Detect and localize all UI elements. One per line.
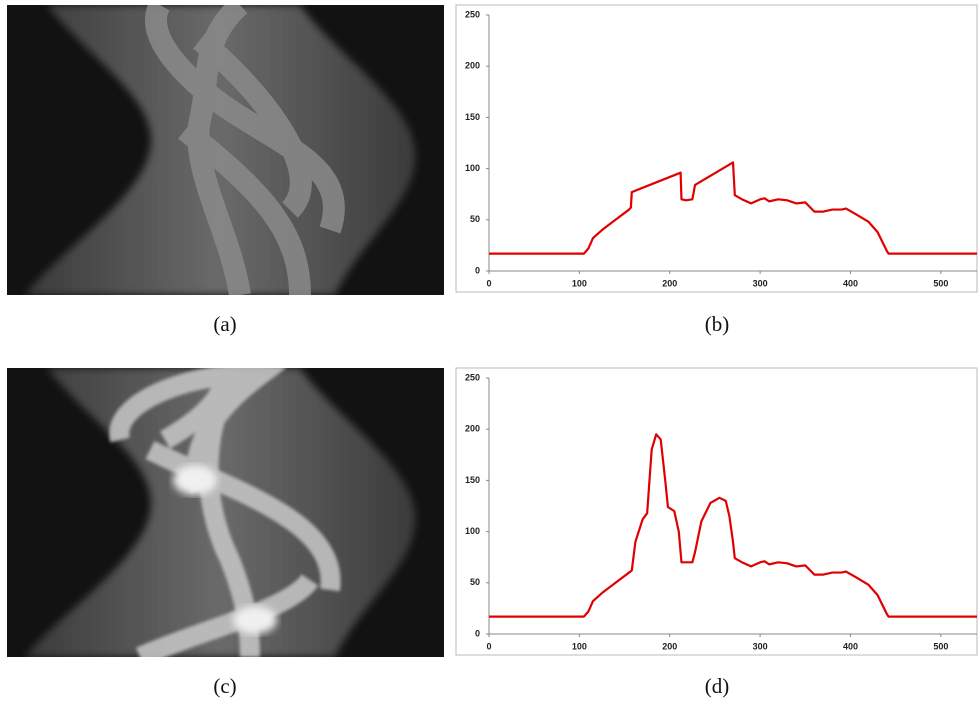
caption: (b): [705, 312, 730, 336]
x-tick-label: 400: [843, 278, 858, 288]
data-line: [489, 433, 977, 618]
y-tick-label: 250: [465, 372, 480, 382]
caption: (c): [213, 674, 236, 698]
caption: (d): [705, 674, 730, 698]
sinogram-c: [7, 368, 444, 657]
y-tick-label: 200: [465, 424, 480, 434]
x-tick-label: 0: [486, 641, 491, 651]
x-tick-label: 500: [933, 278, 948, 288]
y-tick-label: 200: [465, 61, 480, 71]
x-tick-label: 300: [753, 278, 768, 288]
x-tick-label: 100: [572, 278, 587, 288]
y-tick-label: 150: [465, 475, 480, 485]
y-tick-label: 0: [475, 628, 480, 638]
x-tick-label: 500: [933, 641, 948, 651]
x-tick-label: 200: [662, 641, 677, 651]
y-tick-label: 100: [465, 163, 480, 173]
caption: (a): [213, 312, 236, 336]
x-tick-label: 0: [486, 278, 491, 288]
data-line: [489, 161, 977, 255]
y-tick-label: 250: [465, 9, 480, 19]
sinogram-a: [7, 5, 444, 295]
y-tick-label: 150: [465, 112, 480, 122]
y-tick-label: 100: [465, 526, 480, 536]
chart-frame: [455, 4, 978, 293]
chart-frame: [455, 367, 978, 656]
x-tick-label: 100: [572, 641, 587, 651]
x-tick-label: 400: [843, 641, 858, 651]
y-tick-label: 50: [470, 214, 480, 224]
x-tick-label: 300: [753, 641, 768, 651]
x-tick-label: 200: [662, 278, 677, 288]
y-tick-label: 50: [470, 577, 480, 587]
y-tick-label: 0: [475, 265, 480, 275]
